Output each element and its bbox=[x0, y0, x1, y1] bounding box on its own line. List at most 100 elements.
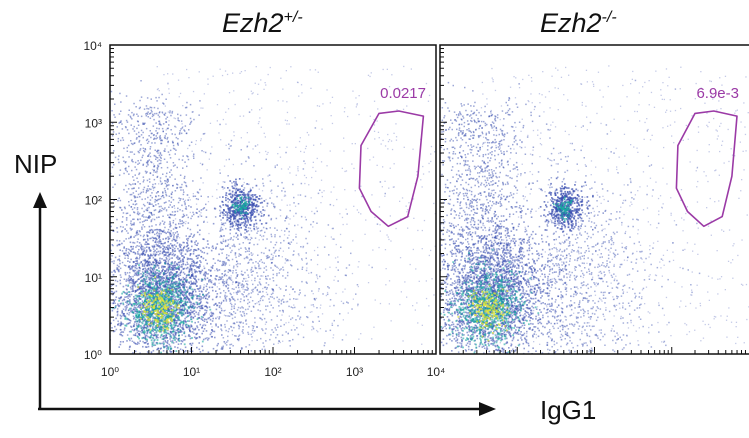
event-dot bbox=[163, 286, 165, 288]
event-dot bbox=[189, 145, 191, 147]
event-dot bbox=[169, 264, 171, 266]
event-dot bbox=[242, 331, 244, 333]
event-dot bbox=[138, 412, 140, 414]
event-dot bbox=[151, 98, 153, 100]
event-dot bbox=[200, 324, 202, 326]
event-dot bbox=[143, 204, 145, 206]
event-dot bbox=[112, 310, 114, 312]
event-dot bbox=[250, 259, 252, 261]
event-dot bbox=[144, 108, 146, 110]
event-dot bbox=[170, 252, 172, 254]
event-dot bbox=[266, 321, 268, 323]
event-dot bbox=[289, 299, 291, 301]
event-dot bbox=[148, 154, 150, 156]
event-dot bbox=[179, 285, 181, 287]
event-dot bbox=[136, 321, 138, 323]
event-dot bbox=[186, 274, 188, 276]
event-dot bbox=[174, 134, 176, 136]
event-dot bbox=[164, 337, 166, 339]
event-dot bbox=[259, 278, 261, 280]
event-dot bbox=[132, 281, 134, 283]
event-dot bbox=[166, 252, 168, 254]
event-dot bbox=[140, 144, 142, 146]
event-dot bbox=[160, 143, 162, 145]
event-dot bbox=[195, 291, 197, 293]
event-dot bbox=[244, 258, 246, 260]
event-dot bbox=[126, 191, 128, 193]
event-dot bbox=[243, 296, 245, 298]
event-dot bbox=[129, 253, 131, 255]
event-dot bbox=[219, 307, 221, 309]
event-dot bbox=[102, 229, 104, 231]
event-dot bbox=[135, 313, 137, 315]
event-dot bbox=[229, 376, 231, 378]
event-dot bbox=[143, 211, 145, 213]
event-dot bbox=[226, 254, 228, 256]
event-dot bbox=[186, 286, 188, 288]
event-dot bbox=[222, 359, 224, 361]
event-dot bbox=[194, 322, 196, 324]
event-dot bbox=[156, 358, 158, 360]
event-dot bbox=[312, 304, 314, 306]
event-dot bbox=[185, 321, 187, 323]
event-dot bbox=[195, 280, 197, 282]
event-dot bbox=[135, 358, 137, 360]
event-dot bbox=[128, 298, 130, 300]
event-dot bbox=[179, 219, 181, 221]
event-dot bbox=[282, 334, 284, 336]
event-dot bbox=[225, 315, 227, 317]
event-dot bbox=[184, 161, 186, 163]
event-dot bbox=[111, 261, 113, 263]
event-dot bbox=[265, 328, 267, 330]
event-dot bbox=[153, 344, 155, 346]
event-dot bbox=[135, 106, 137, 108]
event-dot bbox=[280, 319, 282, 321]
event-dot bbox=[241, 284, 243, 286]
event-dot bbox=[90, 304, 92, 306]
event-dot bbox=[173, 232, 175, 234]
event-dot bbox=[104, 324, 106, 326]
event-dot bbox=[126, 213, 128, 215]
event-dot bbox=[205, 279, 207, 281]
event-dot bbox=[163, 343, 165, 345]
event-dot bbox=[178, 376, 180, 378]
event-dot bbox=[156, 269, 158, 271]
event-dot bbox=[118, 300, 120, 302]
event-dot bbox=[159, 121, 161, 123]
event-dot bbox=[148, 244, 150, 246]
event-dot bbox=[232, 318, 234, 320]
event-dot bbox=[143, 368, 145, 370]
event-dot bbox=[100, 143, 102, 145]
event-dot bbox=[128, 173, 130, 175]
event-dot bbox=[163, 254, 165, 256]
event-dot bbox=[350, 253, 352, 255]
event-dot bbox=[132, 287, 134, 289]
event-dot bbox=[286, 260, 288, 262]
event-dot bbox=[186, 214, 188, 216]
event-dot bbox=[209, 306, 211, 308]
event-dot bbox=[302, 267, 304, 269]
event-dot bbox=[262, 295, 264, 297]
event-dot bbox=[147, 281, 149, 283]
event-dot bbox=[191, 268, 193, 270]
event-dot bbox=[167, 214, 169, 216]
event-dot bbox=[129, 261, 131, 263]
event-dot bbox=[171, 112, 173, 114]
event-dot bbox=[232, 245, 234, 247]
event-dot bbox=[124, 246, 126, 248]
event-dot bbox=[199, 290, 201, 292]
event-dot bbox=[172, 363, 174, 365]
event-dot bbox=[181, 133, 183, 135]
event-dot bbox=[302, 269, 304, 271]
event-dot bbox=[147, 209, 149, 211]
event-dot bbox=[225, 330, 227, 332]
event-dot bbox=[143, 176, 145, 178]
event-dot bbox=[218, 318, 220, 320]
event-dot bbox=[224, 296, 226, 298]
event-dot bbox=[156, 239, 158, 241]
event-dot bbox=[115, 318, 117, 320]
event-dot bbox=[163, 230, 165, 232]
event-dot bbox=[161, 258, 163, 260]
event-dot bbox=[225, 241, 227, 243]
event-dot bbox=[197, 327, 199, 329]
